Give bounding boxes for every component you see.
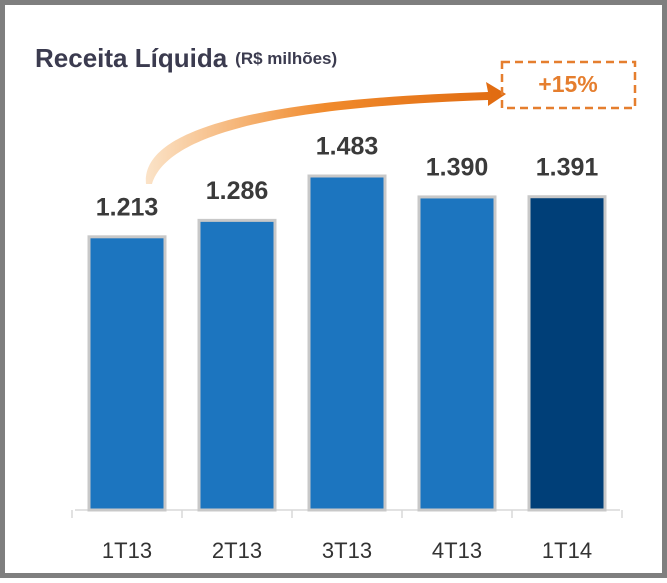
bar xyxy=(417,195,497,512)
x-tick-label: 1T13 xyxy=(102,538,152,563)
title-text: Receita Líquida xyxy=(35,43,228,73)
annotation: +15% xyxy=(538,71,597,97)
subtitle: (R$ milhões) xyxy=(235,49,337,68)
bar xyxy=(197,218,277,512)
chart-title: Receita Líquida (R$ milhões) xyxy=(35,43,337,73)
bar xyxy=(307,174,387,512)
bar xyxy=(87,235,167,512)
value-label: 1.286 xyxy=(206,177,269,205)
bar xyxy=(527,195,607,512)
value-label: 1.391 xyxy=(536,153,599,181)
x-tick-label: 3T13 xyxy=(322,538,372,563)
annotation-box xyxy=(500,60,637,110)
growth-arrow xyxy=(145,82,506,184)
value-label: 1.483 xyxy=(316,133,379,161)
value-label: 1.213 xyxy=(96,193,159,221)
x-tick-label: 4T13 xyxy=(432,538,482,563)
x-tick-label: 1T14 xyxy=(542,538,592,563)
x-tick-label: 2T13 xyxy=(212,538,262,563)
value-label: 1.390 xyxy=(426,154,489,182)
